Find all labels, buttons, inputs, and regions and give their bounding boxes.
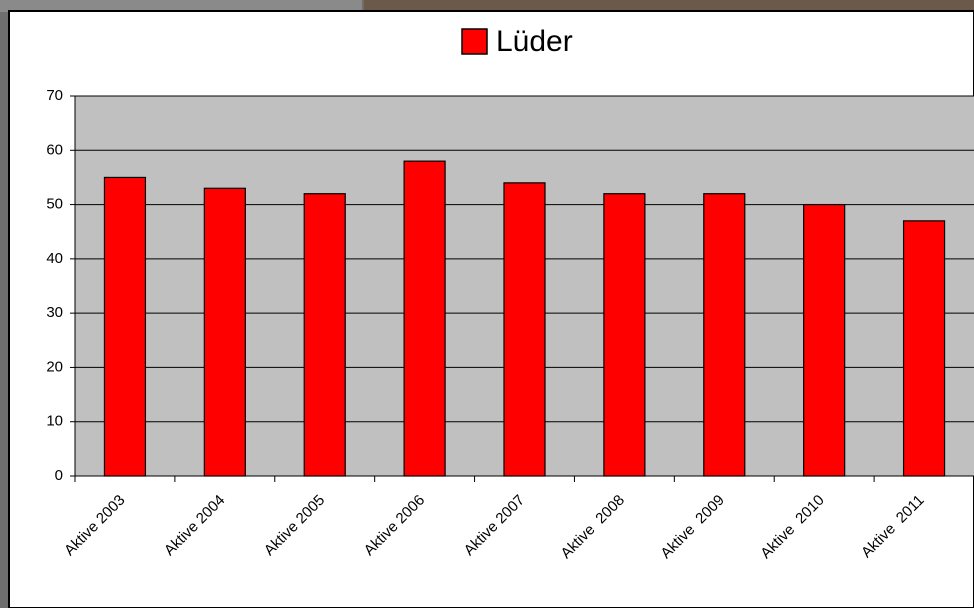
bar [104, 177, 145, 476]
bar [304, 194, 345, 476]
y-tick-label: 10 [46, 413, 63, 430]
y-tick-label: 60 [46, 141, 63, 158]
y-tick-label: 30 [46, 304, 63, 321]
bar [904, 221, 945, 476]
bar [404, 161, 445, 476]
bar [504, 183, 545, 476]
legend-swatch [462, 29, 487, 54]
bar [204, 188, 245, 476]
legend-label: Lüder [496, 25, 573, 58]
bar [804, 205, 845, 476]
y-tick-label: 40 [46, 250, 63, 267]
chart: 010203040506070Aktive 2003Aktive 2004Akt… [0, 0, 974, 608]
y-tick-label: 70 [46, 87, 63, 104]
bar [704, 194, 745, 476]
y-tick-label: 20 [46, 358, 63, 375]
bar [604, 194, 645, 476]
y-tick-label: 50 [46, 196, 63, 213]
y-tick-label: 0 [55, 467, 63, 484]
page: 010203040506070Aktive 2003Aktive 2004Akt… [0, 0, 974, 608]
